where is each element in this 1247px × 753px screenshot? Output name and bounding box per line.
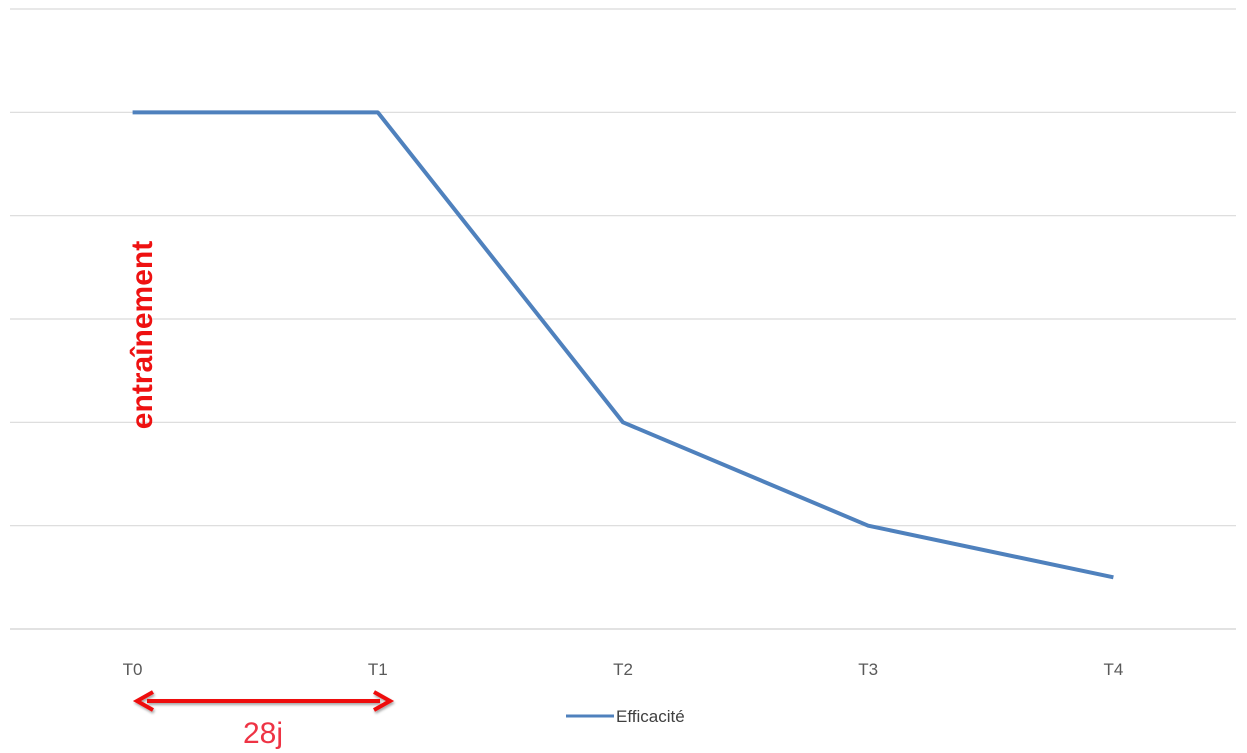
x-tick-label: T1 (368, 660, 388, 679)
duration-label: 28j (243, 717, 283, 750)
x-tick-label: T0 (123, 660, 143, 679)
duration-double-arrow (132, 690, 395, 712)
duration-arrow-left-head (132, 690, 154, 712)
x-axis-tick-labels: T0 T1 T2 T3 T4 (123, 660, 1124, 679)
legend: Efficacité (566, 707, 685, 726)
duration-annotation: 28j (132, 690, 395, 750)
training-annotation: entraînement (126, 110, 170, 628)
training-label: entraînement (126, 241, 159, 429)
series-layer (132, 110, 1114, 580)
x-tick-label: T2 (613, 660, 633, 679)
x-tick-label: T4 (1103, 660, 1123, 679)
gridlines (10, 8, 1236, 630)
duration-arrow-right-head (373, 690, 395, 712)
legend-label-efficacite: Efficacité (616, 707, 685, 726)
x-tick-label: T3 (858, 660, 878, 679)
series-line-efficacite (132, 110, 1114, 580)
